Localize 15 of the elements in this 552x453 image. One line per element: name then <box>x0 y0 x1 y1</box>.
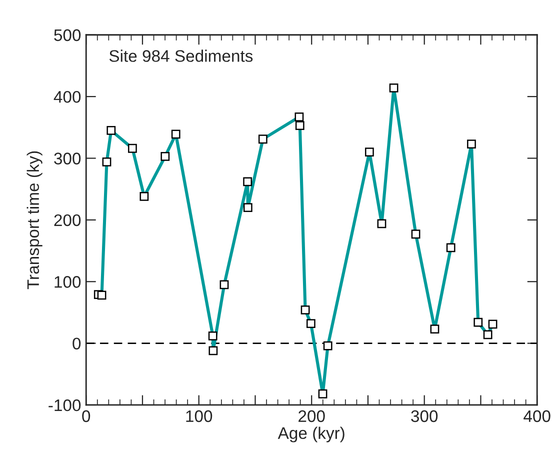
x-axis-title: Age (kyr) <box>278 426 344 442</box>
y-axis-title: Transport time (ky) <box>26 151 42 290</box>
y-tick-label: 0 <box>72 338 81 350</box>
annotation: Site 984 Sediments <box>109 50 253 62</box>
x-tick-label: 100 <box>186 410 212 422</box>
y-tick-label: 400 <box>54 90 81 103</box>
y-tick-label: 300 <box>54 152 81 164</box>
y-tick-label: 100 <box>54 276 81 288</box>
x-tick-label: 300 <box>411 410 438 422</box>
y-tick-label: 500 <box>54 29 81 42</box>
y-tick-label: -100 <box>48 399 81 412</box>
x-tick-label: 400 <box>524 410 550 422</box>
y-tick-label: 200 <box>54 214 81 226</box>
x-tick-label: 0 <box>82 410 90 422</box>
x-tick-label: 200 <box>298 410 325 422</box>
